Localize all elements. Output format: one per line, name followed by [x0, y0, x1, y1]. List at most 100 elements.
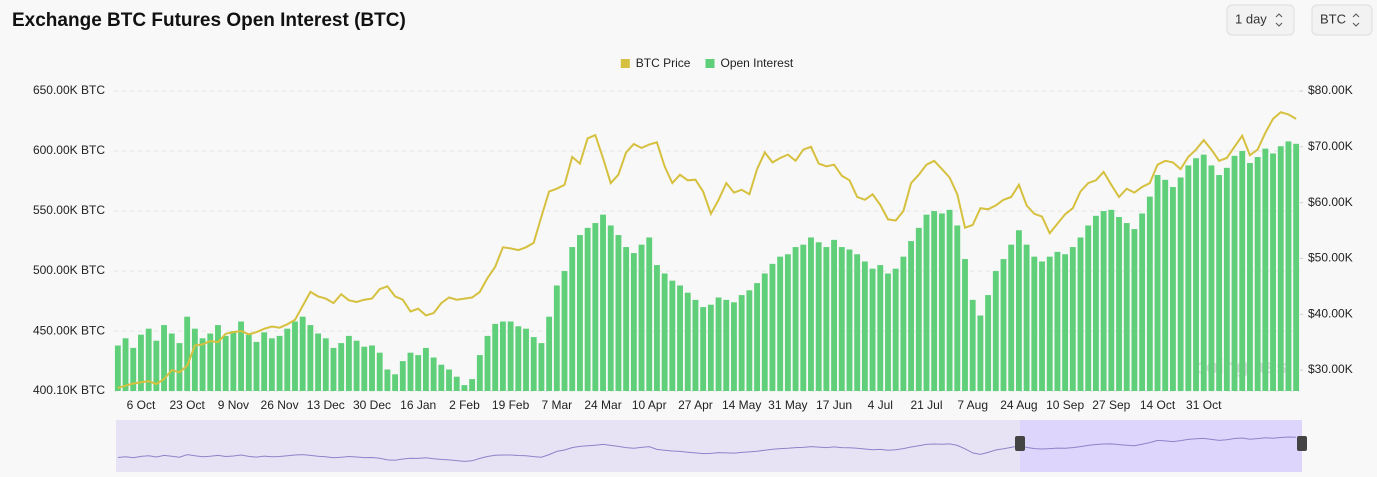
price-line	[117, 111, 1297, 389]
bar	[476, 355, 483, 391]
bar	[992, 271, 999, 391]
x-tick-label: 10 Sep	[1046, 398, 1084, 412]
legend-swatch	[705, 59, 715, 68]
bar	[114, 345, 121, 391]
bar	[130, 347, 137, 391]
bar	[253, 341, 260, 391]
x-tick-label: 31 May	[768, 398, 807, 412]
bar	[1231, 155, 1238, 391]
bar	[592, 223, 599, 391]
bar	[492, 323, 499, 391]
bar	[746, 290, 753, 391]
x-tick-label: 10 Apr	[632, 398, 667, 412]
bar	[854, 254, 861, 391]
bar	[515, 326, 522, 391]
y-tick-label: 450.00K BTC	[33, 323, 105, 337]
bar	[800, 244, 807, 391]
legend: BTC Price Open Interest	[620, 56, 794, 70]
x-tick-label: 9 Nov	[218, 398, 249, 412]
bar	[561, 271, 568, 391]
bar	[831, 239, 837, 391]
bar	[1031, 256, 1038, 391]
bar	[1154, 175, 1161, 391]
navigator-handle[interactable]	[1297, 436, 1307, 451]
bar	[761, 273, 768, 391]
bar	[700, 307, 707, 391]
bar	[1123, 223, 1130, 391]
bar	[1116, 217, 1122, 391]
bar	[1015, 230, 1022, 391]
x-tick-label: 4 Jul	[868, 398, 893, 412]
bar	[584, 227, 591, 391]
bar	[715, 297, 722, 391]
interval-select[interactable]: 1 day	[1226, 4, 1295, 36]
bar	[1262, 148, 1269, 391]
bar	[1131, 229, 1138, 391]
bar	[707, 304, 714, 391]
legend-item[interactable]: Open Interest	[705, 56, 794, 70]
select-label[interactable]: 1 day	[1235, 11, 1267, 26]
bar	[654, 265, 660, 391]
bar	[261, 332, 268, 391]
bar	[954, 225, 961, 391]
x-tick-label: 26 Nov	[261, 398, 299, 412]
x-tick-label: 14 Oct	[1140, 398, 1176, 412]
bar	[469, 379, 476, 391]
bar	[1216, 175, 1223, 391]
bar	[646, 237, 653, 391]
bar	[299, 316, 306, 391]
unit-select[interactable]: BTC	[1311, 4, 1373, 36]
select-box[interactable]	[1311, 4, 1373, 36]
bar	[284, 328, 291, 391]
bar	[1085, 225, 1092, 391]
select-box[interactable]	[1226, 4, 1295, 36]
bar	[669, 280, 676, 391]
bar	[977, 315, 984, 391]
bar	[1285, 141, 1292, 391]
x-tick-label: 6 Oct	[127, 398, 156, 412]
bar	[1193, 158, 1199, 391]
y-tick-label: 500.00K BTC	[33, 263, 105, 277]
bar	[138, 334, 144, 391]
chart-title: Exchange BTC Futures Open Interest (BTC)	[12, 10, 406, 31]
x-tick-label: 24 Aug	[1000, 398, 1037, 412]
bar	[392, 374, 399, 391]
y2-tick-label: $30.00K	[1308, 362, 1353, 376]
select-label[interactable]: BTC	[1320, 11, 1346, 26]
bar	[823, 247, 830, 391]
bar	[1008, 244, 1015, 391]
legend-label: Open Interest	[720, 56, 793, 70]
bar	[946, 209, 953, 391]
bar	[1108, 209, 1115, 391]
bar	[1200, 154, 1207, 391]
bar	[1000, 259, 1007, 391]
bar	[1100, 211, 1107, 391]
x-tick-label: 19 Feb	[492, 398, 530, 412]
bar	[376, 352, 383, 391]
bar	[1139, 213, 1146, 391]
x-tick-label: 7 Mar	[541, 398, 572, 412]
chevron	[1352, 13, 1360, 27]
bar	[338, 343, 345, 391]
bar	[915, 227, 922, 391]
legend-label: BTC Price	[636, 56, 691, 70]
bar	[161, 325, 167, 391]
bar	[607, 225, 614, 391]
bar	[938, 213, 945, 391]
legend-item[interactable]: BTC Price	[620, 56, 691, 70]
bar	[1077, 237, 1084, 391]
bar	[969, 299, 976, 391]
bar	[484, 335, 491, 391]
bar	[530, 337, 537, 391]
bar	[1023, 244, 1030, 391]
bar	[430, 357, 437, 391]
navigator-handle[interactable]	[1015, 436, 1025, 451]
bar	[153, 340, 160, 391]
bar	[900, 256, 907, 391]
y2-tick-label: $50.00K	[1308, 251, 1353, 265]
bar	[199, 338, 206, 391]
legend-swatch	[620, 59, 630, 68]
bar	[523, 328, 529, 391]
bar	[207, 333, 214, 391]
x-tick-label: 7 Aug	[957, 398, 988, 412]
